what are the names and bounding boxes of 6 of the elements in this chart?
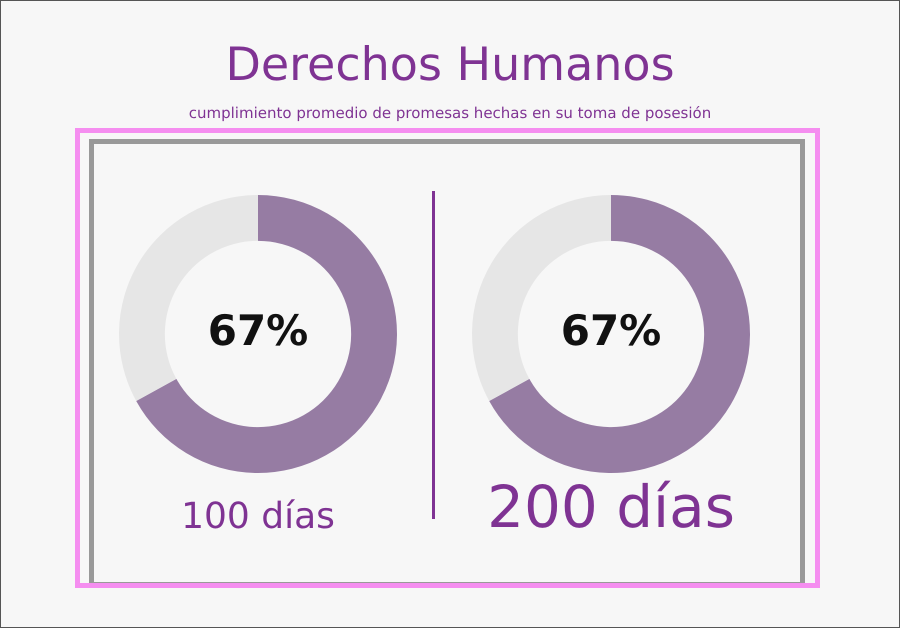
chart-title: Derechos Humanos: [224, 36, 676, 92]
text: 200 días: [486, 473, 736, 541]
text: cumplimiento promedio de promesas hechas en su toma de posesión: [188, 103, 712, 123]
data-label: 67%: [560, 306, 662, 355]
data-label: 67%: [208, 306, 308, 355]
text: 100 días: [180, 496, 336, 537]
